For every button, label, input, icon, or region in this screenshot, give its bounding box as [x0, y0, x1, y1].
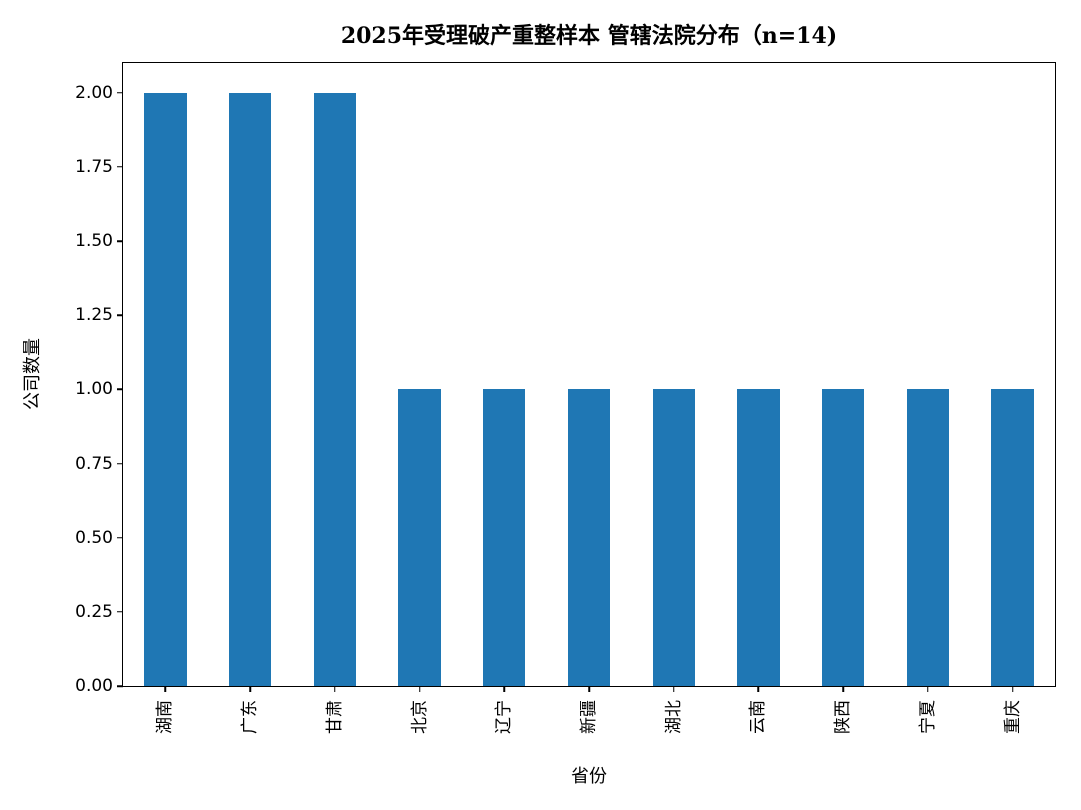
x-axis-label: 省份 [571, 766, 607, 787]
bar-新疆 [567, 389, 611, 686]
xtick-label: 湖北 [663, 700, 684, 734]
ytick-mark-2.00 [117, 91, 123, 94]
bar-辽宁 [483, 389, 526, 686]
ytick-label: 0.25 [75, 601, 113, 622]
ytick-mark-1.75 [117, 166, 123, 168]
bar-北京 [398, 389, 441, 686]
ytick-mark-1.00 [117, 388, 123, 391]
ytick-mark-0.25 [117, 611, 123, 613]
xtick-mark-湖北 [672, 686, 675, 692]
xtick-mark-陕西 [842, 686, 844, 692]
xtick-label: 北京 [409, 700, 430, 734]
ytick-label: 0.75 [75, 453, 113, 474]
ytick-label: 0.00 [75, 676, 113, 696]
xtick-mark-甘肃 [334, 686, 336, 692]
ytick-mark-0.50 [117, 536, 123, 539]
ytick-mark-1.50 [117, 240, 123, 242]
bar-甘肃 [313, 92, 356, 686]
ytick-label: 2.00 [75, 82, 113, 103]
xtick-mark-广东 [249, 686, 251, 692]
bar-广东 [228, 92, 272, 686]
ytick-label: 1.50 [75, 231, 113, 251]
xtick-label: 广东 [240, 700, 261, 734]
xtick-label: 新疆 [579, 700, 599, 734]
xtick-mark-云南 [757, 686, 760, 692]
bar-湖北 [652, 389, 695, 686]
plot-area: 0.00 0.25 0.50 0.75 1.00 1.25 1.50 1.75 2.00 湖南 广东… [75, 62, 1056, 734]
xtick-label: 甘肃 [324, 700, 345, 734]
xtick-mark-辽宁 [503, 686, 506, 692]
ytick-mark-0.00 [117, 685, 123, 687]
y-axis-label: 公司数量 [22, 338, 43, 410]
ytick-label: 1.00 [75, 379, 113, 400]
xtick-label: 陕西 [833, 700, 854, 734]
ytick-label: 0.50 [75, 527, 113, 548]
chart-title: 2025年受理破产重整样本 管辖法院分布（n=14) [340, 23, 838, 49]
ytick-label: 1.75 [75, 156, 113, 177]
xtick-mark-宁夏 [927, 686, 929, 692]
xtick-label: 宁夏 [917, 700, 938, 734]
xtick-label: 湖南 [155, 700, 176, 734]
xtick-mark-重庆 [1011, 686, 1014, 692]
xtick-label: 辽宁 [494, 700, 515, 734]
xtick-mark-北京 [418, 686, 421, 692]
bar-云南 [737, 389, 780, 686]
ytick-mark-0.75 [117, 462, 123, 465]
xtick-mark-湖南 [164, 686, 167, 692]
bar-重庆 [991, 389, 1034, 686]
bar-湖南 [144, 92, 187, 686]
bar-宁夏 [906, 389, 950, 686]
xtick-label: 重庆 [1002, 700, 1023, 734]
xtick-mark-新疆 [588, 686, 590, 692]
ytick-mark-1.25 [117, 314, 123, 316]
bar-陕西 [822, 389, 865, 686]
xtick-label: 云南 [748, 700, 769, 734]
ytick-label: 1.25 [75, 305, 113, 326]
